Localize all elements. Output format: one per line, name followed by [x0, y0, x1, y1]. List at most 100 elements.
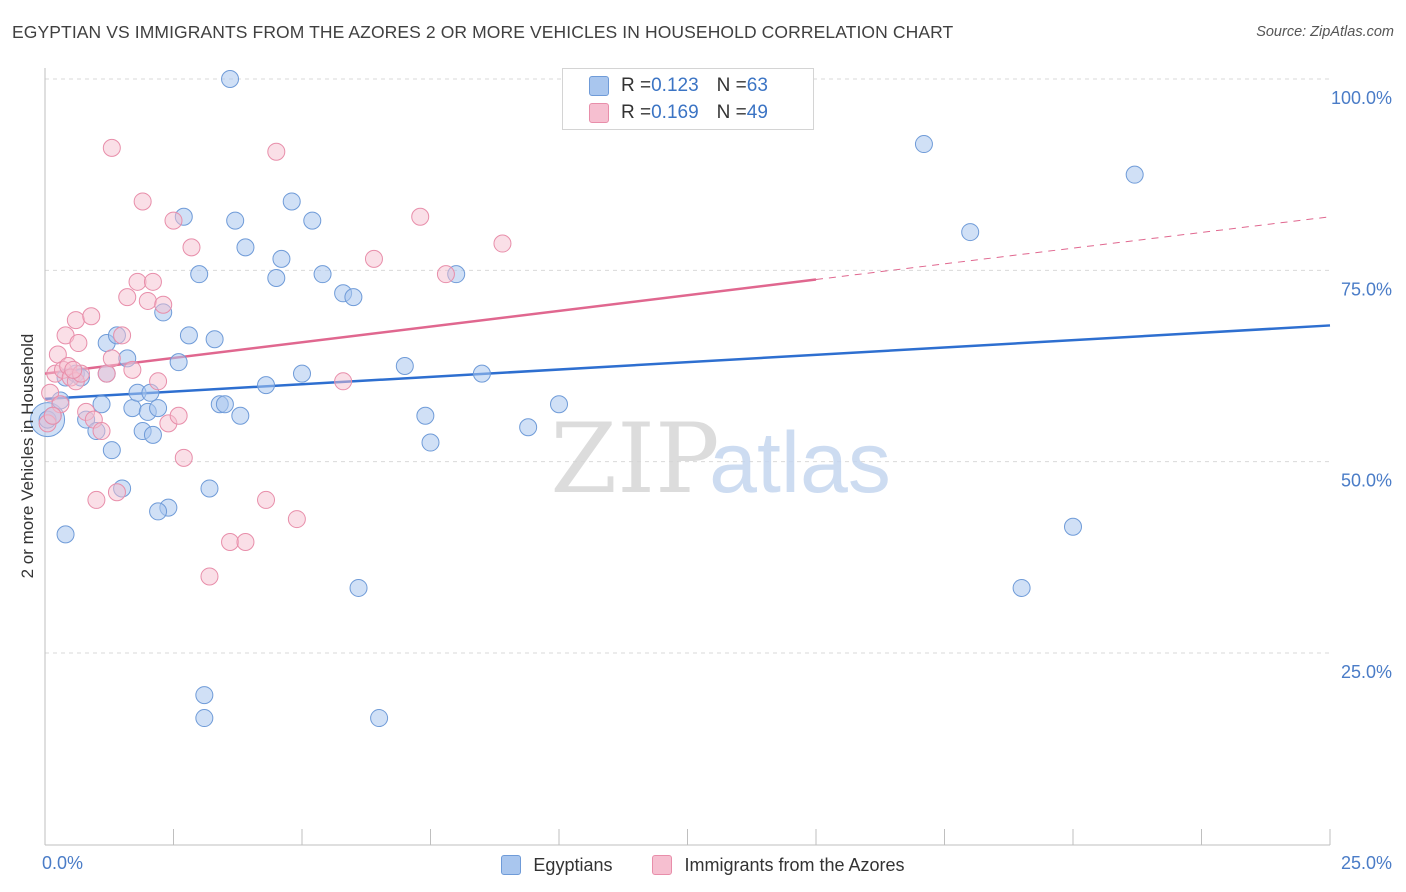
point-egyptians [303, 211, 322, 230]
point-egyptians [349, 578, 368, 597]
point-egyptians [267, 268, 286, 287]
legend-swatch-pink [652, 855, 673, 875]
point-azores [493, 234, 512, 253]
swatch-pink [589, 103, 609, 123]
point-egyptians [200, 479, 219, 498]
point-azores [169, 406, 188, 425]
trend-line-egyptians [44, 324, 1331, 401]
point-egyptians [1064, 517, 1082, 536]
axes [44, 68, 1331, 846]
tick-labels: 100.0% 75.0% 50.0% 25.0% 0.0% 25.0% [42, 88, 1392, 873]
point-azores [102, 349, 121, 368]
legend-item-azores[interactable]: Immigrants from the Azores [652, 854, 905, 876]
point-egyptians [421, 433, 440, 452]
n-label: N = [716, 75, 747, 96]
point-egyptians [56, 525, 75, 544]
point-azores [97, 364, 116, 383]
y-tick-label: 75.0% [1341, 279, 1392, 299]
point-egyptians [550, 395, 568, 414]
watermark: ZIP atlas [550, 403, 890, 515]
point-egyptians [293, 364, 311, 383]
point-egyptians [282, 192, 301, 211]
point-azores [174, 448, 193, 467]
trend-line-azores [44, 278, 817, 375]
point-egyptians [1125, 165, 1144, 184]
point-azores [138, 291, 157, 310]
point-azores [236, 533, 255, 552]
point-azores [69, 334, 88, 353]
point-azores [92, 422, 111, 441]
r-value: 0.123 [651, 75, 699, 96]
legend-item-egyptians[interactable]: Egyptians [501, 855, 612, 876]
point-egyptians [149, 399, 168, 418]
point-azores [128, 272, 147, 291]
x-tick-label: 0.0% [42, 853, 83, 873]
point-egyptians [370, 709, 389, 728]
data-points [30, 70, 1144, 728]
point-egyptians [257, 376, 276, 395]
point-egyptians [519, 418, 538, 437]
point-egyptians [123, 399, 142, 418]
n-value: 63 [746, 75, 768, 96]
point-azores [182, 238, 201, 257]
point-azores [107, 483, 126, 502]
watermark-zip: ZIP [550, 403, 719, 515]
point-egyptians [102, 441, 121, 460]
y-tick-label: 100.0% [1331, 88, 1392, 108]
point-egyptians [395, 357, 414, 375]
point-azores [267, 142, 286, 161]
point-egyptians [195, 686, 214, 705]
point-azores [154, 295, 173, 314]
point-egyptians [231, 406, 250, 425]
legend-label-azores: Immigrants from the Azores [684, 854, 905, 875]
r-label: R = [621, 102, 652, 123]
x-tick-label: 25.0% [1341, 853, 1392, 873]
point-egyptians [961, 223, 980, 242]
point-azores [149, 372, 168, 391]
trend-line-azores [815, 216, 1331, 281]
n-label: N = [716, 102, 747, 123]
swatch-blue [589, 76, 609, 96]
point-azores [133, 192, 152, 211]
point-azores [41, 383, 60, 402]
stats-legend: R = 0.123 N = 63 R = 0.169 N = 49 [562, 68, 814, 130]
r-value: 0.169 [651, 102, 699, 123]
legend-swatch-blue [501, 855, 522, 875]
point-azores [113, 326, 132, 345]
point-azores [334, 372, 353, 391]
point-egyptians [472, 364, 491, 383]
point-azores [82, 307, 101, 326]
legend-label-egyptians: Egyptians [533, 854, 613, 875]
point-egyptians [92, 395, 111, 414]
point-egyptians [169, 353, 188, 372]
point-azores [200, 567, 219, 586]
point-azores [64, 360, 83, 379]
y-tick-label: 50.0% [1341, 471, 1392, 491]
point-azores [43, 406, 62, 425]
gridlines [45, 78, 1330, 654]
point-azores [102, 138, 121, 157]
point-egyptians [205, 330, 224, 349]
stats-row-azores: R = 0.169 N = 49 [589, 100, 768, 126]
point-egyptians [914, 135, 933, 154]
point-egyptians [236, 238, 255, 257]
watermark-atlas: atlas [709, 415, 891, 511]
point-egyptians [190, 265, 209, 284]
point-egyptians [313, 265, 332, 284]
point-azores [221, 533, 240, 552]
y-axis-label: 2 or more Vehicles in Household [18, 334, 37, 579]
r-label: R = [621, 75, 652, 96]
point-egyptians [272, 249, 291, 268]
point-egyptians [1012, 578, 1031, 597]
point-azores [87, 490, 106, 509]
series-legend: Egyptians Immigrants from the Azores [0, 848, 1406, 882]
point-azores [164, 211, 183, 230]
point-egyptians [179, 326, 198, 345]
point-azores [143, 272, 162, 291]
chart-title: EGYPTIAN VS IMMIGRANTS FROM THE AZORES 2… [12, 22, 954, 42]
point-azores [118, 288, 137, 307]
point-egyptians [195, 709, 214, 728]
y-tick-label: 25.0% [1341, 662, 1392, 682]
point-azores [364, 249, 383, 268]
